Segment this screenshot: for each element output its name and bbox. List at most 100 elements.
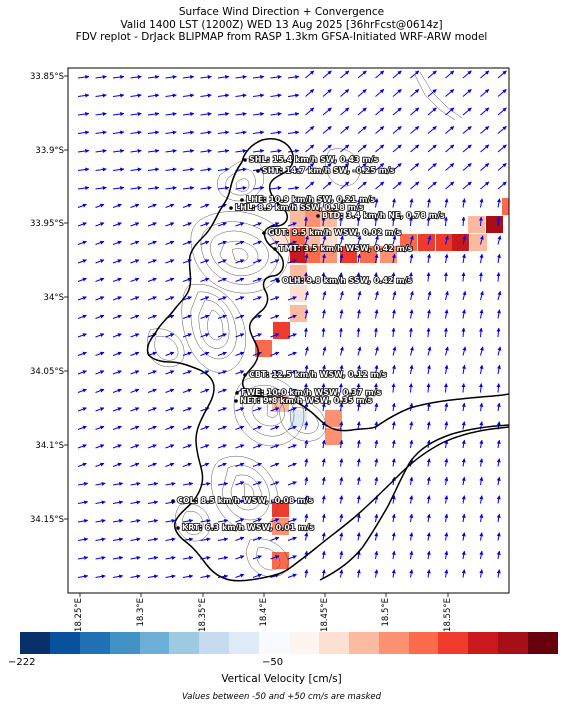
- wind-arrow: [478, 216, 483, 227]
- wind-arrow: [270, 296, 280, 301]
- convergence-cell: [290, 265, 307, 282]
- east-coast: [319, 424, 509, 581]
- wind-arrow: [112, 370, 122, 375]
- wind-arrow: [479, 364, 484, 375]
- convergence-cell: [272, 500, 289, 517]
- wind-arrow: [409, 532, 414, 541]
- wind-arrow: [357, 181, 367, 190]
- wind-arrow: [287, 462, 297, 467]
- wind-arrow: [252, 203, 262, 208]
- wind-arrow: [235, 333, 245, 338]
- wind-arrow: [270, 536, 280, 541]
- wind-arrow: [77, 370, 87, 375]
- wind-arrow: [340, 107, 350, 116]
- station-dot: [316, 214, 320, 218]
- wind-arrow: [200, 186, 212, 190]
- wind-arrow: [165, 370, 175, 375]
- title-line-1: Surface Wind Direction + Convergence: [178, 6, 385, 18]
- wind-arrow: [165, 351, 175, 356]
- wind-arrow: [409, 550, 414, 560]
- wind-arrow: [374, 402, 379, 412]
- wind-arrow: [147, 555, 159, 560]
- wind-arrow: [235, 314, 245, 319]
- wind-arrow: [165, 388, 175, 393]
- wind-arrow: [270, 130, 282, 135]
- wind-arrow: [427, 181, 437, 190]
- convergence-cell: [486, 216, 503, 233]
- wind-arrow: [182, 186, 195, 190]
- colorbar-segment: [408, 632, 439, 654]
- convergence-cell: [290, 305, 307, 322]
- wind-arrow: [410, 181, 420, 190]
- wind-arrow: [95, 186, 107, 190]
- lon-label-183: 18.3°E: [136, 598, 146, 627]
- wind-arrow: [410, 89, 420, 97]
- wind-arrow: [339, 458, 344, 467]
- wind-arrow: [426, 569, 431, 578]
- wind-arrow: [392, 290, 397, 301]
- colorbar-segment: [259, 632, 290, 654]
- wind-arrow: [444, 421, 449, 430]
- wind-arrow: [461, 439, 466, 449]
- wind-arrow: [200, 222, 210, 227]
- wind-arrow: [391, 532, 396, 541]
- wind-arrow: [217, 518, 229, 523]
- wind-arrow: [182, 93, 195, 98]
- wind-arrow: [497, 346, 502, 356]
- wind-arrow: [95, 149, 107, 153]
- wind-arrow: [217, 93, 230, 98]
- wind-arrow: [357, 107, 367, 116]
- wind-arrow: [444, 532, 449, 541]
- wind-arrow: [409, 476, 414, 486]
- wind-arrow: [356, 476, 361, 486]
- wind-arrow: [375, 89, 385, 97]
- wind-arrow: [130, 462, 140, 467]
- wind-arrow: [287, 75, 300, 79]
- wind-arrow: [426, 198, 431, 208]
- wind-arrow: [147, 425, 157, 430]
- wind-arrow: [235, 536, 245, 541]
- wind-arrow: [287, 555, 297, 560]
- wind-arrow: [112, 555, 124, 560]
- wind-arrow: [235, 462, 245, 467]
- convergence-cell: [418, 234, 435, 251]
- wind-arrow: [287, 314, 297, 319]
- wind-arrow: [77, 167, 90, 172]
- colorbar-segment: [169, 632, 200, 654]
- wind-arrow: [252, 130, 265, 135]
- wind-arrow: [479, 550, 484, 560]
- wind-arrow: [252, 351, 262, 356]
- station-dot: [229, 206, 233, 210]
- wind-arrow: [340, 144, 350, 153]
- wind-arrow: [147, 259, 157, 264]
- wind-arrow: [409, 290, 414, 301]
- wind-arrow: [374, 235, 379, 245]
- wind-arrow: [165, 296, 175, 301]
- wind-arrow: [427, 89, 437, 97]
- wind-arrow: [112, 314, 122, 319]
- wind-arrow: [322, 70, 332, 79]
- wind-arrow: [391, 569, 396, 578]
- wind-arrow: [321, 364, 326, 375]
- wind-arrow: [200, 130, 212, 135]
- wind-arrow: [443, 216, 448, 227]
- wind-arrow: [462, 181, 472, 190]
- wind-arrow: [461, 550, 466, 560]
- wind-arrow: [77, 93, 90, 98]
- wind-arrow: [374, 550, 379, 560]
- wind-arrow: [392, 70, 402, 79]
- wind-arrow: [304, 253, 309, 264]
- wind-arrow: [235, 112, 247, 116]
- wind-arrow: [321, 495, 326, 504]
- wind-arrow: [461, 458, 466, 467]
- wind-arrow: [357, 290, 362, 301]
- wind-arrow: [461, 327, 466, 338]
- wind-arrow: [95, 444, 105, 449]
- wind-arrow: [478, 272, 483, 282]
- wind-arrow: [426, 216, 431, 227]
- wind-arrow: [217, 259, 227, 264]
- wind-arrow: [165, 555, 176, 560]
- wind-arrow: [77, 351, 87, 356]
- wind-arrow: [200, 93, 212, 98]
- wind-arrow: [426, 495, 431, 504]
